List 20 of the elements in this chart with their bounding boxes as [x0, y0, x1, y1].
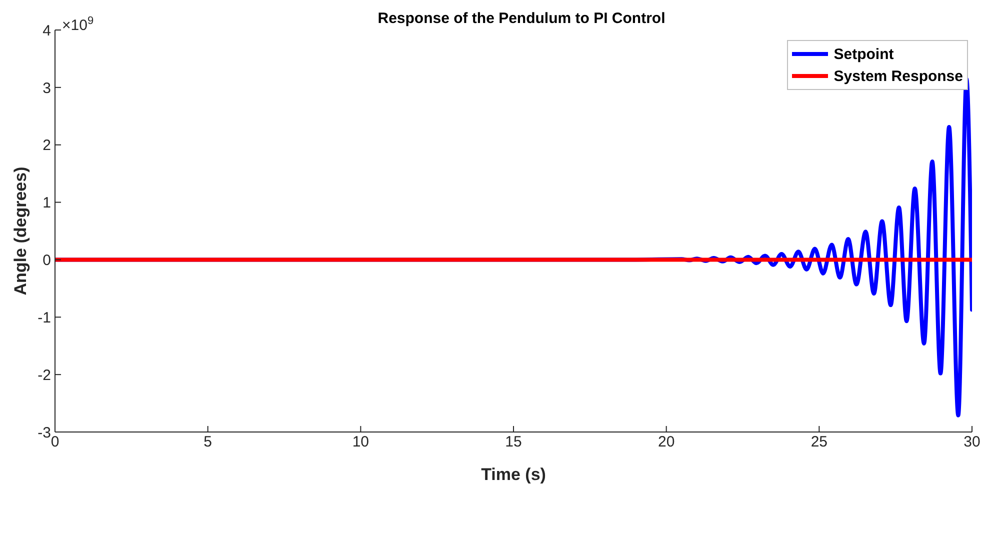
y-tick-label: 1	[42, 194, 51, 212]
y-tick-label: 2	[42, 137, 51, 154]
annotation: ×10$^{9}$	[62, 15, 94, 34]
y-tick-label: -1	[38, 309, 51, 326]
y-tick-label: 3	[42, 80, 51, 97]
y-axis-title: Angle (degrees)	[11, 166, 30, 296]
y-tick-label: -3	[38, 424, 51, 442]
x-tick-label: 10	[352, 434, 370, 451]
x-tick-label: 15	[505, 434, 522, 451]
y-tick-label: 0	[42, 252, 51, 270]
x-tick-label: 30	[964, 434, 980, 451]
legend-label: Setpoint	[834, 46, 894, 62]
x-tick-label: 20	[658, 434, 675, 451]
x-tick-label: 5	[204, 434, 212, 451]
y-tick-label: 4	[42, 22, 51, 40]
x-axis-title: Time (s)	[481, 465, 546, 484]
legend-label: System Response	[834, 68, 963, 84]
y-tick-label: -2	[38, 366, 51, 384]
chart-title: Response of the Pendulum to PI Control	[378, 10, 666, 27]
x-tick-label: 25	[810, 434, 828, 451]
